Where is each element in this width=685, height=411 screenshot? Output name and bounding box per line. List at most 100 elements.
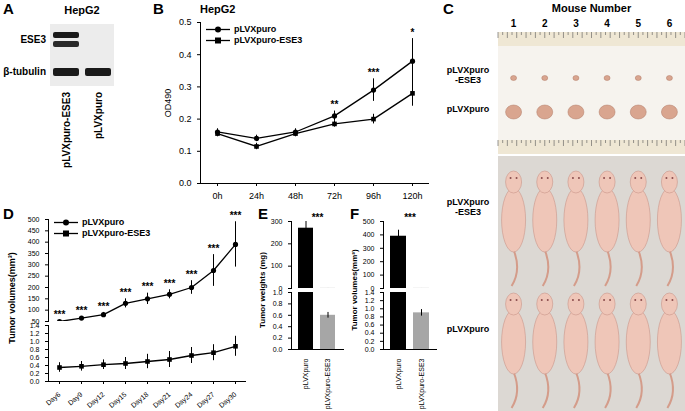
svg-text:6: 6	[667, 18, 673, 29]
svg-text:***: ***	[208, 243, 220, 254]
svg-text:0.2: 0.2	[365, 338, 375, 345]
svg-text:pLVXpuro: pLVXpuro	[447, 104, 490, 114]
svg-text:1.2: 1.2	[365, 297, 375, 304]
svg-text:*: *	[411, 27, 415, 38]
svg-text:0.8: 0.8	[30, 346, 40, 353]
svg-text:100: 100	[271, 262, 283, 269]
svg-text:0.3: 0.3	[179, 82, 192, 92]
svg-text:0.0: 0.0	[365, 346, 375, 353]
html-text:HepG2: HepG2	[200, 3, 236, 15]
html-text:B: B	[153, 0, 164, 17]
svg-text:1.4: 1.4	[365, 289, 375, 296]
svg-text:pLVXpuro: pLVXpuro	[447, 324, 490, 334]
svg-text:Mouse Number: Mouse Number	[552, 2, 632, 14]
svg-text:150: 150	[28, 295, 40, 302]
svg-text:450: 450	[28, 227, 40, 234]
svg-text:1.0: 1.0	[273, 289, 283, 296]
svg-text:Day6: Day6	[45, 391, 63, 408]
svg-text:0.0: 0.0	[30, 378, 40, 385]
svg-text:0.2: 0.2	[273, 334, 283, 341]
svg-text:***: ***	[54, 309, 66, 320]
svg-text:0.6: 0.6	[30, 354, 40, 361]
svg-text:250: 250	[28, 272, 40, 279]
svg-text:***: ***	[404, 212, 416, 223]
svg-text:0.4: 0.4	[365, 329, 375, 336]
svg-text:***: ***	[142, 281, 154, 292]
svg-text:72h: 72h	[327, 191, 342, 201]
svg-text:***: ***	[230, 210, 242, 221]
svg-text:pLVXpuro: pLVXpuro	[395, 358, 403, 389]
svg-text:400: 400	[363, 231, 375, 238]
svg-text:0.0: 0.0	[179, 178, 192, 188]
svg-text:Day27: Day27	[196, 391, 217, 410]
svg-text:pLVXpuro: pLVXpuro	[93, 92, 104, 139]
svg-text:300: 300	[28, 261, 40, 268]
svg-text:0.5: 0.5	[179, 17, 192, 27]
svg-text:0.6: 0.6	[365, 321, 375, 328]
svg-text:0.4: 0.4	[273, 323, 283, 330]
svg-text:OD490: OD490	[163, 89, 173, 118]
svg-text:0.6: 0.6	[273, 312, 283, 319]
svg-text:200: 200	[363, 258, 375, 265]
svg-text:Day18: Day18	[130, 391, 151, 410]
svg-text:120h: 120h	[402, 191, 422, 201]
svg-text:1.4: 1.4	[30, 322, 40, 329]
svg-text:***: ***	[312, 212, 324, 223]
svg-text:0.1: 0.1	[179, 146, 192, 156]
svg-text:300: 300	[271, 218, 283, 225]
svg-text:0.4: 0.4	[30, 362, 40, 369]
svg-text:HepG2: HepG2	[64, 4, 99, 16]
svg-text:48h: 48h	[288, 191, 303, 201]
svg-text:pLVXpuro: pLVXpuro	[302, 358, 310, 389]
svg-text:5: 5	[635, 18, 641, 29]
svg-text:350: 350	[28, 250, 40, 257]
svg-text:***: ***	[164, 278, 176, 289]
svg-text:400: 400	[28, 238, 40, 245]
svg-text:Day9: Day9	[67, 391, 85, 408]
svg-text:***: ***	[120, 287, 132, 298]
svg-text:100: 100	[363, 271, 375, 278]
svg-text:***: ***	[76, 305, 88, 316]
html-text:C: C	[443, 0, 454, 17]
svg-text:500: 500	[363, 218, 375, 225]
svg-text:pLVXpuro-ESE3: pLVXpuro-ESE3	[324, 358, 332, 409]
svg-text:**: **	[331, 99, 339, 110]
html-text:Tumor volumes(mm³): Tumor volumes(mm³)	[6, 252, 17, 344]
svg-text:2: 2	[542, 18, 548, 29]
svg-text:***: ***	[186, 269, 198, 280]
svg-text:***: ***	[98, 301, 110, 312]
svg-text:200: 200	[28, 284, 40, 291]
svg-text:***: ***	[368, 67, 380, 78]
svg-text:Day24: Day24	[174, 391, 195, 410]
html-text:A: A	[3, 0, 14, 17]
svg-text:Day21: Day21	[152, 391, 173, 410]
svg-text:3: 3	[573, 18, 579, 29]
svg-text:Day12: Day12	[86, 391, 107, 410]
svg-text:Day30: Day30	[218, 391, 239, 410]
svg-text:pLVXpuro-ESE3: pLVXpuro-ESE3	[447, 197, 490, 217]
svg-text:0.2: 0.2	[30, 370, 40, 377]
svg-text:1: 1	[511, 18, 517, 29]
svg-text:ESE3: ESE3	[20, 34, 46, 45]
svg-text:100: 100	[28, 306, 40, 313]
svg-text:Day15: Day15	[108, 391, 129, 410]
svg-text:500: 500	[28, 216, 40, 223]
svg-text:β-tubulin: β-tubulin	[3, 66, 46, 77]
svg-text:1.2: 1.2	[30, 330, 40, 337]
svg-text:4: 4	[604, 18, 610, 29]
svg-text:300: 300	[363, 245, 375, 252]
svg-text:pLVXpuro-ESE3: pLVXpuro-ESE3	[447, 65, 490, 85]
svg-text:pLVXpuro-ESE3: pLVXpuro-ESE3	[418, 358, 426, 409]
svg-text:1.0: 1.0	[365, 305, 375, 312]
svg-text:0.2: 0.2	[179, 114, 192, 124]
svg-text:0.8: 0.8	[365, 313, 375, 320]
svg-text:0.4: 0.4	[179, 50, 192, 60]
svg-text:0h: 0h	[212, 191, 222, 201]
svg-text:0.8: 0.8	[273, 300, 283, 307]
svg-text:24h: 24h	[249, 191, 264, 201]
svg-text:1.0: 1.0	[30, 338, 40, 345]
svg-text:pLVXpuro-ESE3: pLVXpuro-ESE3	[61, 92, 72, 168]
svg-text:0.0: 0.0	[273, 346, 283, 353]
svg-text:200: 200	[271, 240, 283, 247]
svg-text:96h: 96h	[366, 191, 381, 201]
